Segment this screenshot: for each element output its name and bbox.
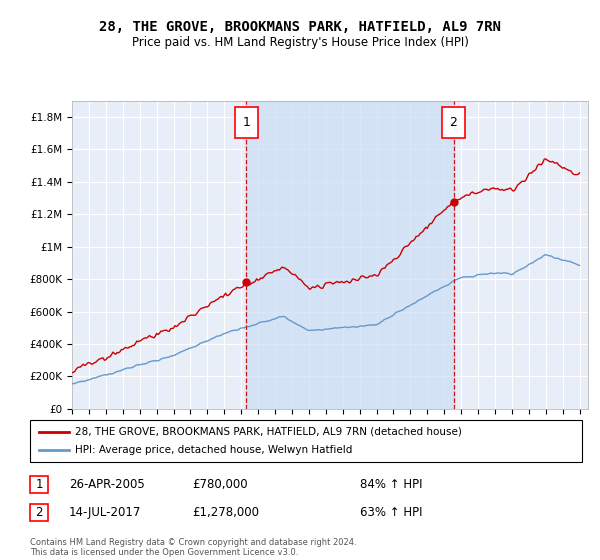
Text: HPI: Average price, detached house, Welwyn Hatfield: HPI: Average price, detached house, Welw… — [75, 445, 352, 455]
Text: 1: 1 — [35, 478, 43, 491]
Text: £1,278,000: £1,278,000 — [192, 506, 259, 519]
Text: 2: 2 — [35, 506, 43, 519]
Text: 63% ↑ HPI: 63% ↑ HPI — [360, 506, 422, 519]
Text: Contains HM Land Registry data © Crown copyright and database right 2024.
This d: Contains HM Land Registry data © Crown c… — [30, 538, 356, 557]
FancyBboxPatch shape — [442, 107, 465, 138]
Text: 2: 2 — [449, 116, 457, 129]
Text: 28, THE GROVE, BROOKMANS PARK, HATFIELD, AL9 7RN (detached house): 28, THE GROVE, BROOKMANS PARK, HATFIELD,… — [75, 427, 462, 437]
Text: 14-JUL-2017: 14-JUL-2017 — [69, 506, 142, 519]
Bar — [246, 101, 454, 409]
Text: Price paid vs. HM Land Registry's House Price Index (HPI): Price paid vs. HM Land Registry's House … — [131, 36, 469, 49]
Text: 28, THE GROVE, BROOKMANS PARK, HATFIELD, AL9 7RN: 28, THE GROVE, BROOKMANS PARK, HATFIELD,… — [99, 20, 501, 34]
Text: £780,000: £780,000 — [192, 478, 248, 491]
Text: 26-APR-2005: 26-APR-2005 — [69, 478, 145, 491]
FancyBboxPatch shape — [235, 107, 257, 138]
Text: 1: 1 — [242, 116, 250, 129]
Text: 84% ↑ HPI: 84% ↑ HPI — [360, 478, 422, 491]
